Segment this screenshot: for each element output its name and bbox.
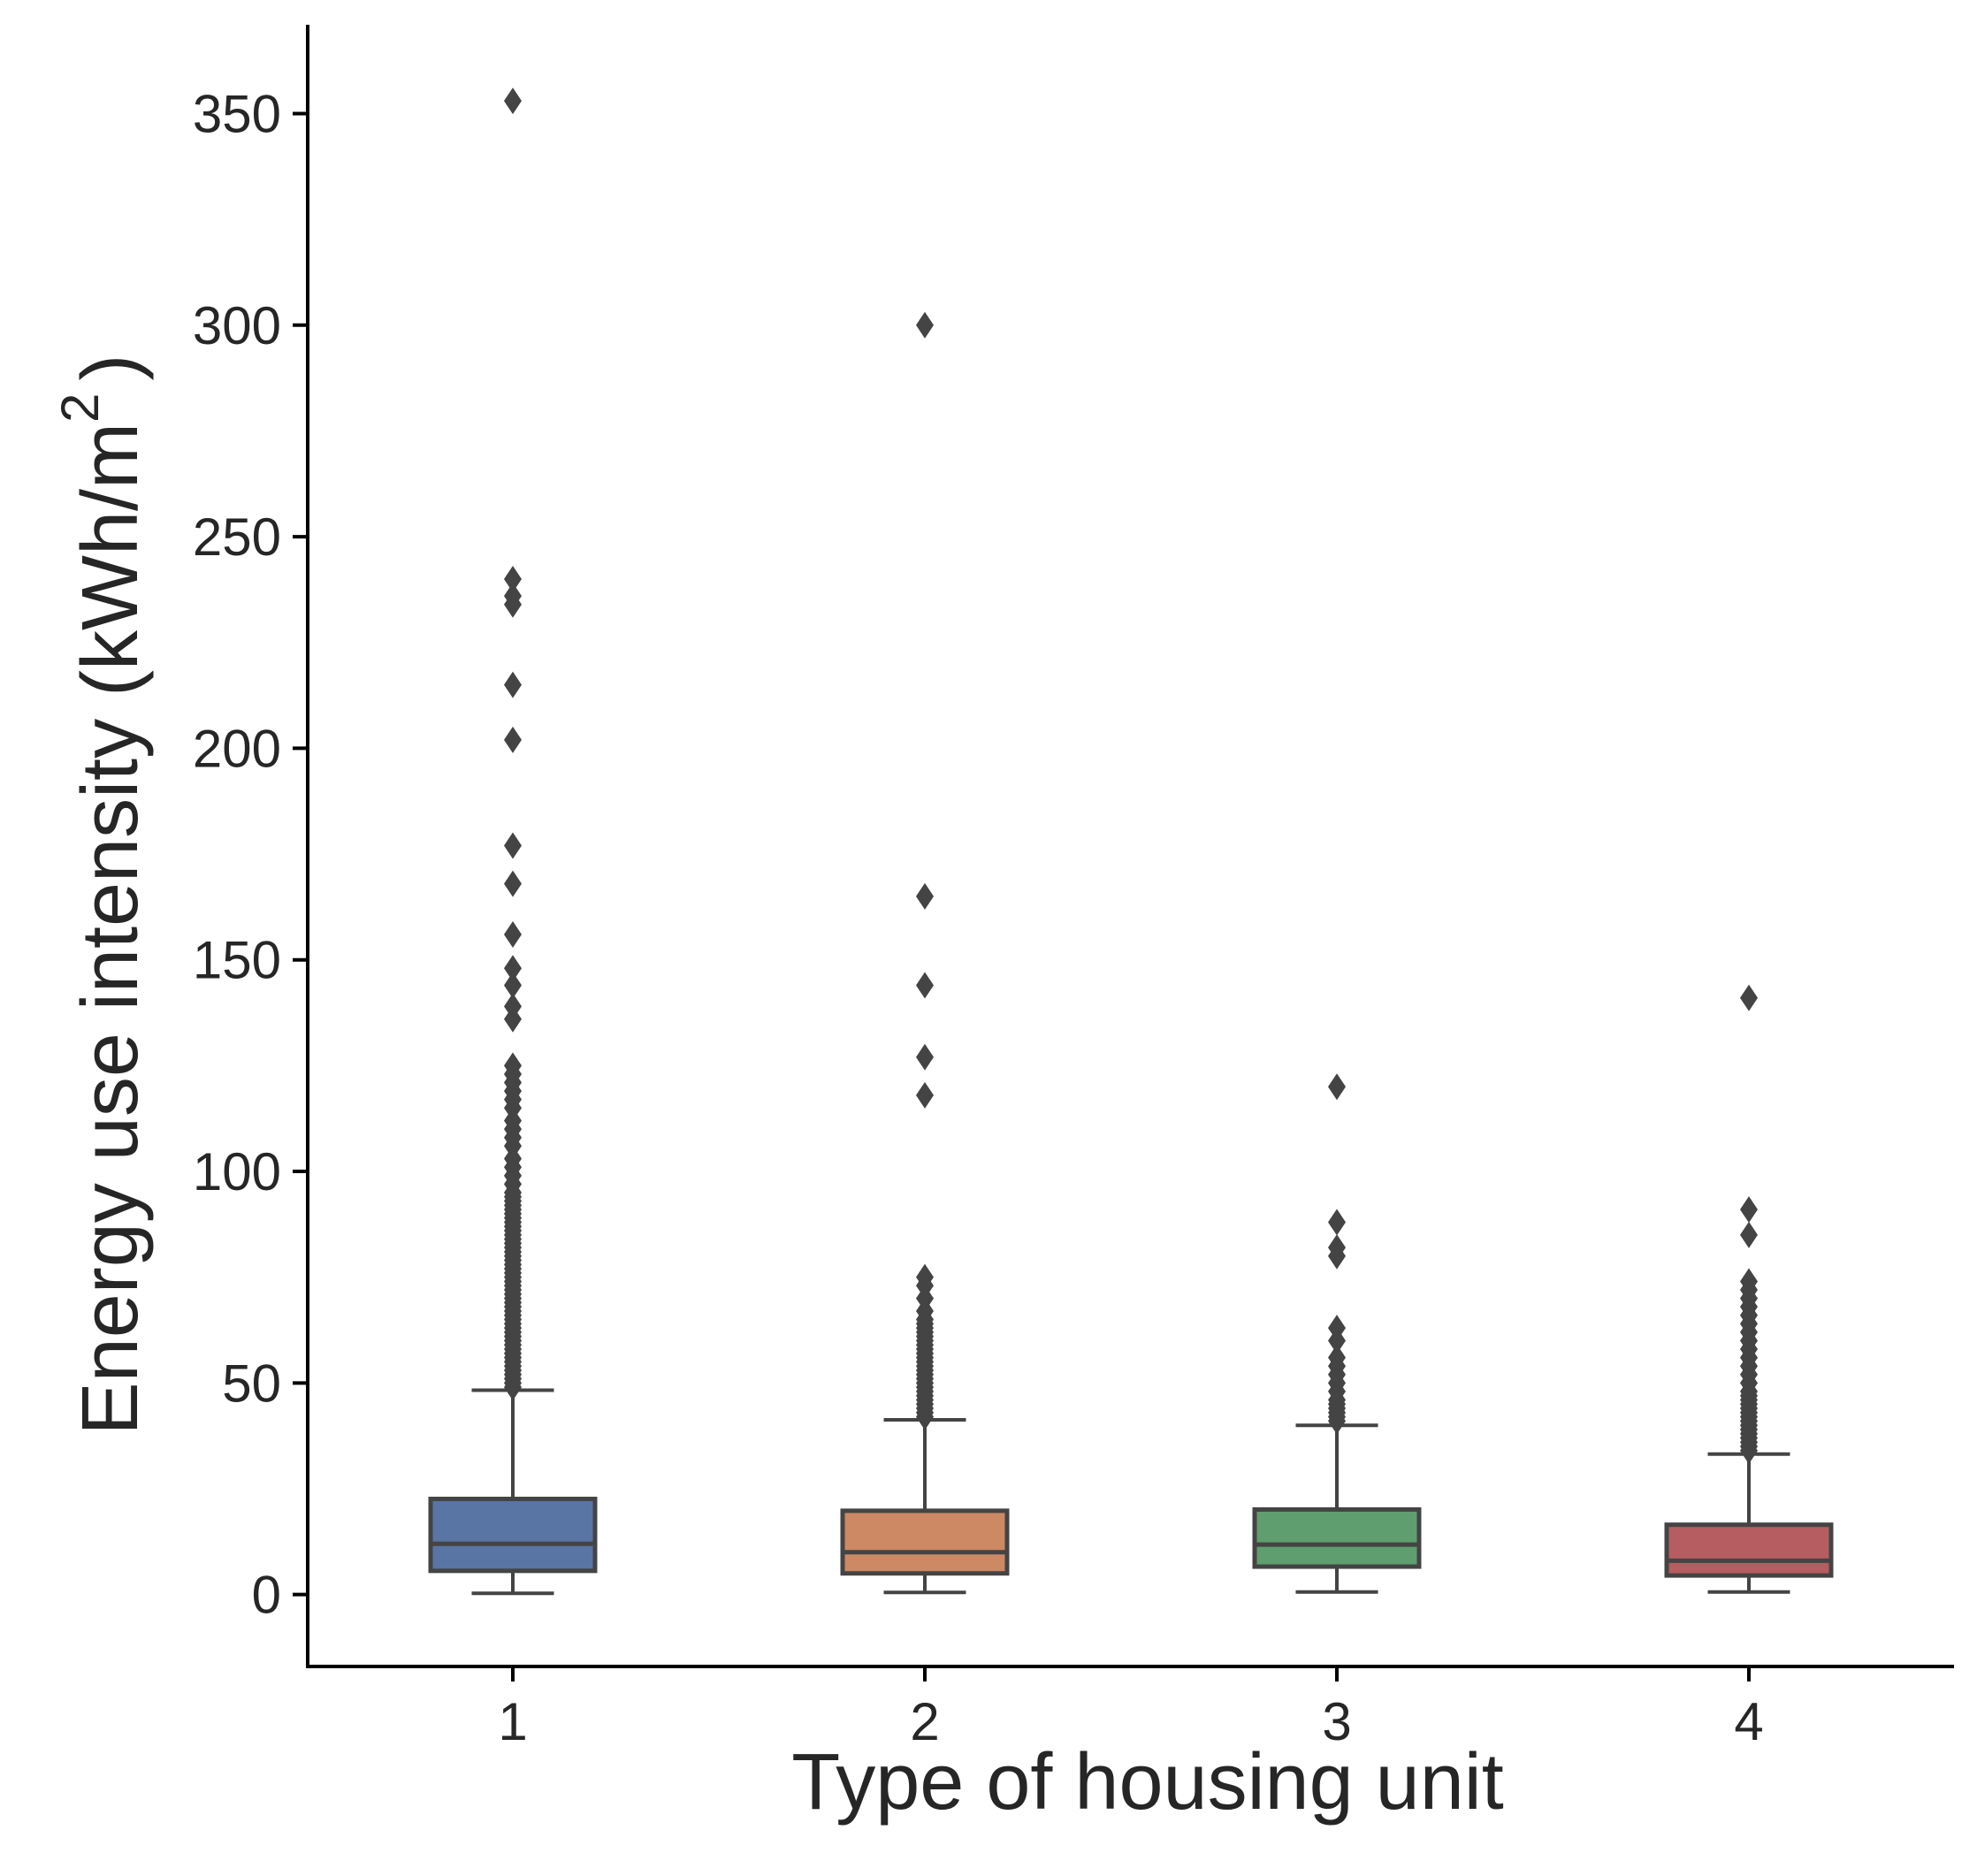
box-group-4 [1664, 984, 1834, 1594]
outlier-point [504, 671, 522, 698]
box-group-3 [1252, 1073, 1422, 1594]
y-tick-label: 0 [252, 1566, 281, 1625]
iqr-box [1252, 1506, 1422, 1569]
outlier-point [916, 1043, 934, 1071]
y-tick-label: 300 [193, 296, 281, 355]
y-axis-title: Energy use intensity (kWh/m2) [50, 355, 155, 1436]
outlier-point [1328, 1234, 1346, 1262]
plot-area [428, 88, 1834, 1596]
iqr-box [428, 1496, 598, 1574]
outlier-point [1328, 1073, 1346, 1101]
box-group-2 [840, 311, 1010, 1595]
outlier-point [1328, 1344, 1346, 1371]
outlier-point [504, 921, 522, 949]
outlier-point [504, 870, 522, 897]
y-axis-title-main: Energy use intensity (kWh/m [66, 423, 155, 1435]
y-tick-label: 150 [193, 931, 281, 990]
y-tick-label: 250 [193, 507, 281, 567]
iqr-box [1664, 1522, 1834, 1578]
y-tick-label: 50 [222, 1354, 281, 1413]
outlier-point [1740, 1196, 1758, 1224]
outlier-point [916, 1263, 934, 1291]
outlier-point [1328, 1315, 1346, 1342]
outlier-point [1740, 1268, 1758, 1295]
outlier-point [504, 583, 522, 610]
outlier-point [1740, 984, 1758, 1011]
y-tick-label: 100 [193, 1142, 281, 1201]
outlier-point [504, 972, 522, 999]
outlier-point [916, 972, 934, 999]
y-axis-title-superscript: 2 [50, 393, 110, 423]
x-tick-label: 3 [1322, 1692, 1351, 1751]
x-axis-title: Type of housing unit [791, 1738, 1504, 1826]
x-tick-label: 1 [498, 1692, 527, 1751]
outlier-point [504, 832, 522, 859]
outlier-point [504, 955, 522, 982]
outlier-point [504, 565, 522, 592]
box-group-1 [428, 88, 598, 1596]
y-tick-label: 350 [193, 85, 281, 144]
y-axis-ticks: 0 50 100 150 200 250 300 350 [193, 85, 308, 1625]
outlier-point [504, 993, 522, 1020]
outlier-point [916, 1081, 934, 1109]
outlier-point [916, 311, 934, 339]
x-tick-label: 2 [910, 1692, 939, 1751]
svg-text:Energy use intensity (kWh/m2): Energy use intensity (kWh/m2) [50, 355, 155, 1436]
y-axis-title-suffix: ) [66, 355, 155, 381]
y-tick-label: 200 [193, 719, 281, 778]
outlier-point [1328, 1209, 1346, 1236]
outlier-point [504, 726, 522, 753]
iqr-box [840, 1508, 1010, 1576]
x-tick-label: 4 [1734, 1692, 1763, 1751]
outlier-point [504, 1052, 522, 1079]
outlier-point [916, 882, 934, 910]
x-axis-ticks: 1 2 3 4 [498, 1666, 1764, 1751]
outlier-point [1740, 1221, 1758, 1248]
outlier-point [504, 88, 522, 115]
